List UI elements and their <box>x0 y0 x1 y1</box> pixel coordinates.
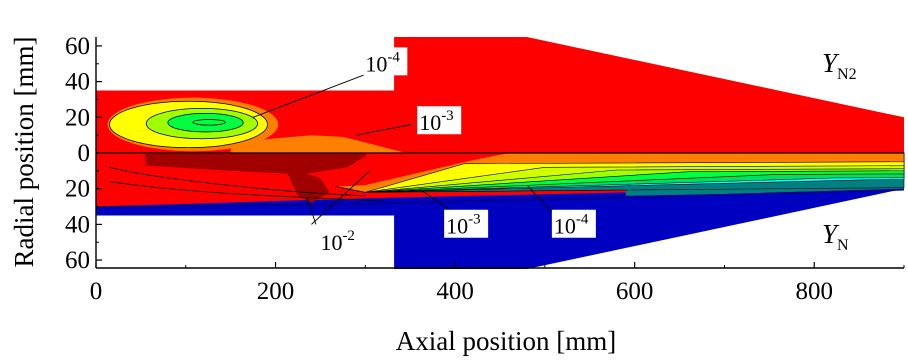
annotation-leader <box>418 188 456 215</box>
lower-contour-line-b <box>109 181 384 202</box>
lower-species-label: YN <box>822 219 849 254</box>
y-tick-label: 60 <box>65 247 90 274</box>
x-tick-label: 200 <box>257 278 295 305</box>
x-tick-label: 600 <box>616 278 654 305</box>
upper-eddy-core <box>192 119 226 126</box>
y-tick-label: 40 <box>65 211 90 238</box>
lower-darkred-tail <box>284 167 330 203</box>
annotation-label-lower-1e-3: 10-3 <box>446 212 481 239</box>
x-tick-label: 800 <box>795 278 833 305</box>
lower-wall-blue <box>96 188 904 209</box>
tick-marks <box>95 45 905 268</box>
upper-orange-lobe <box>230 135 406 153</box>
annotation-box <box>444 209 489 238</box>
lower-contour-line-a <box>109 166 366 197</box>
upper-species-label: YN2 <box>822 48 857 83</box>
contour-annotations: 10-4 10-3 10-3 10-4 10-2 <box>252 47 596 255</box>
annotation-label-lower-1e-4: 10-4 <box>554 212 589 239</box>
annotation-label-upper-1e-4: 10-4 <box>365 49 400 76</box>
y-tick-label: 40 <box>65 69 90 96</box>
x-tick-label: 400 <box>436 278 474 305</box>
annotation-box <box>363 47 408 76</box>
upper-domain-red <box>96 37 904 153</box>
y-tick-label: 0 <box>78 140 91 167</box>
x-axis-title: Axial position [mm] <box>396 326 616 356</box>
y-tick-label: 20 <box>65 176 90 203</box>
annotation-box <box>551 209 596 238</box>
annotation-box <box>318 225 363 254</box>
annotation-label-lower-1e-2: 10-2 <box>320 228 355 255</box>
plot-area <box>95 37 905 269</box>
annotation-box <box>417 106 462 135</box>
x-tick-label: 0 <box>90 278 103 305</box>
lower-darkred <box>145 153 366 175</box>
annotation-leader <box>311 170 371 225</box>
y-axis-title: Radial position [mm] <box>9 37 39 268</box>
annotation-leader <box>306 197 317 225</box>
y-tick-label: 20 <box>65 104 90 131</box>
y-tick-label: 60 <box>65 33 90 60</box>
annotation-leader <box>252 74 366 118</box>
annotation-leader <box>356 124 413 136</box>
upper-eddy-green <box>167 112 244 133</box>
annotation-leader <box>526 184 555 214</box>
annotation-label-upper-1e-3: 10-3 <box>419 108 454 135</box>
